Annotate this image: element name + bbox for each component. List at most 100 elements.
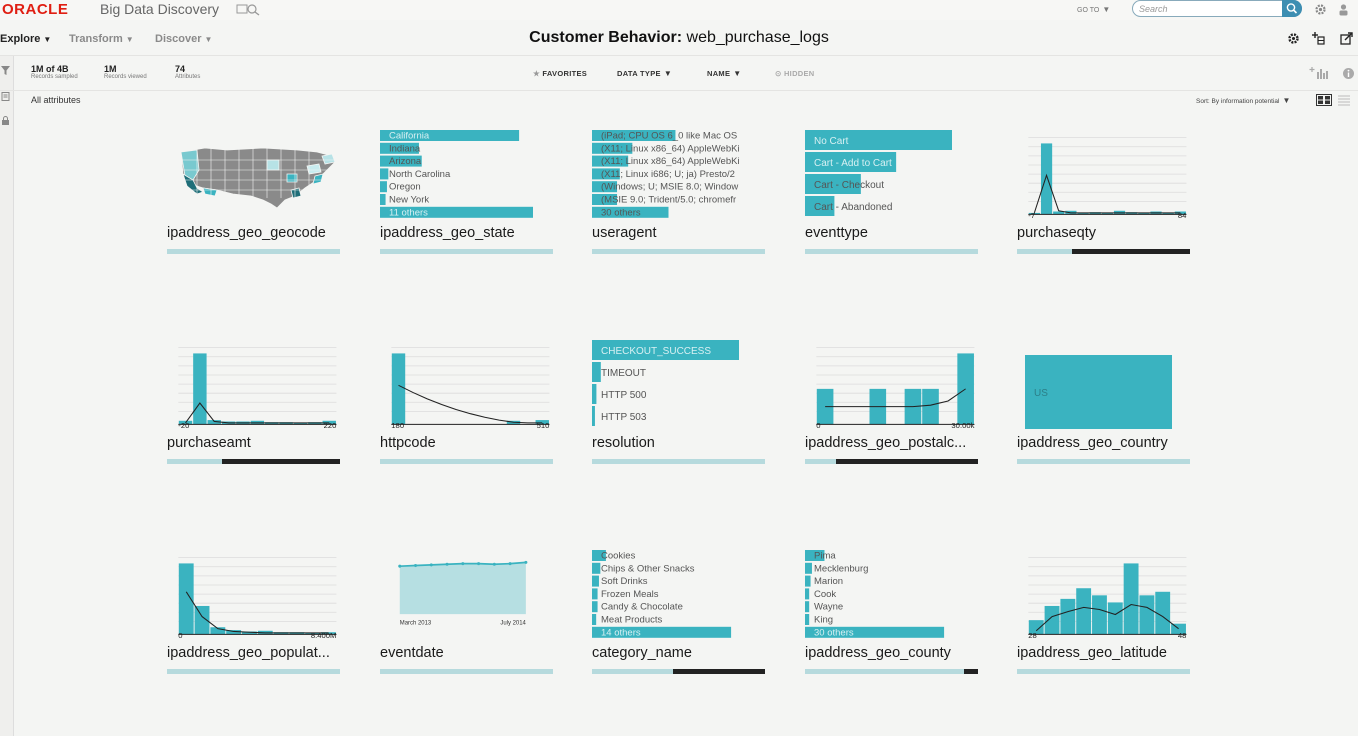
attribute-card[interactable]: Cookies Chips & Other Snacks Soft Drinks Fr… xyxy=(592,550,767,680)
list-view-icon[interactable] xyxy=(1337,94,1351,106)
add-data-icon[interactable] xyxy=(1312,32,1325,45)
attribute-name[interactable]: ipaddress_geo_postalc... xyxy=(805,435,967,451)
data-type-filter[interactable]: DATA TYPE ▼ xyxy=(617,69,672,78)
histogram-bar xyxy=(391,353,406,425)
info-icon[interactable] xyxy=(1342,67,1355,80)
attribute-card[interactable]: No Cart Cart - Add to Cart Cart - Checkout… xyxy=(805,130,980,260)
attribute-name[interactable]: resolution xyxy=(592,435,655,451)
attribute-name[interactable]: purchaseamt xyxy=(167,435,251,451)
attribute-chart: CHECKOUT_SUCCESS TIMEOUT HTTP 500 HTTP 503 xyxy=(592,340,739,426)
histogram-bar xyxy=(1107,602,1123,635)
search-input[interactable] xyxy=(1139,2,1279,15)
add-chart-icon[interactable] xyxy=(1309,66,1329,79)
attribute-name[interactable]: category_name xyxy=(592,645,692,661)
star-icon: ★ xyxy=(533,69,543,78)
category-bar xyxy=(592,384,597,404)
nav-explore[interactable]: Explore ▼ xyxy=(0,33,51,45)
stats-bar: 1M of 4B Records sampled 1M Records view… xyxy=(0,57,1358,91)
attribute-card[interactable]: 0 8.400M ipaddress_geo_populat... xyxy=(167,550,342,680)
attribute-card[interactable]: Pima Mecklenburg Marion Cook Wayne King 30 oth… xyxy=(805,550,980,680)
us-map xyxy=(180,147,336,209)
category-label: Mecklenburg xyxy=(814,563,868,574)
attribute-chart: -7 84 xyxy=(1028,137,1187,220)
goto-label: GO TO xyxy=(1077,7,1100,14)
attribute-card[interactable]: (iPad; CPU OS 6_0 like Mac OS (X11; Linux… xyxy=(592,130,767,260)
eye-icon: ⊙ xyxy=(775,69,784,78)
attribute-name[interactable]: ipaddress_geo_state xyxy=(380,225,515,241)
attribute-chart: 180 510 xyxy=(391,347,550,430)
lock-icon[interactable] xyxy=(1,116,10,125)
category-bar xyxy=(380,168,389,180)
attribute-name[interactable]: ipaddress_geo_county xyxy=(805,645,951,661)
attribute-card[interactable]: US ipaddress_geo_country xyxy=(1017,340,1192,470)
category-bar xyxy=(805,152,897,172)
attribute-card[interactable]: -7 84 purchaseqty xyxy=(1017,130,1192,260)
data-point xyxy=(508,562,512,566)
document-icon[interactable] xyxy=(1,92,10,101)
category-bar xyxy=(805,588,810,600)
stat-label: Attributes xyxy=(175,74,201,80)
product-name: Big Data Discovery xyxy=(100,1,220,17)
goto-menu[interactable]: GO TO ▼ xyxy=(1077,5,1110,14)
attribute-card[interactable]: -20 220 purchaseamt xyxy=(167,340,342,470)
nav-discover[interactable]: Discover ▼ xyxy=(155,33,212,45)
favorites-filter[interactable]: ★ FAVORITES xyxy=(533,69,587,78)
category-bar xyxy=(805,575,811,587)
attribute-name[interactable]: ipaddress_geo_latitude xyxy=(1017,645,1167,661)
attribute-card[interactable]: 28 48 ipaddress_geo_latitude xyxy=(1017,550,1192,680)
hidden-filter[interactable]: ⊙ HIDDEN xyxy=(775,69,815,78)
attribute-name[interactable]: ipaddress_geo_country xyxy=(1017,435,1168,451)
data-point xyxy=(445,562,449,566)
attribute-name[interactable]: eventdate xyxy=(380,645,444,661)
attribute-card[interactable]: 0 30.00k ipaddress_geo_postalc... xyxy=(805,340,980,470)
search-box[interactable] xyxy=(1132,0,1302,17)
category-bar xyxy=(592,550,606,561)
information-potential-fill xyxy=(1072,249,1190,254)
settings-icon[interactable] xyxy=(1287,32,1300,45)
name-filter[interactable]: NAME ▼ xyxy=(707,69,742,78)
density-curve xyxy=(825,388,966,408)
gear-icon[interactable] xyxy=(1314,3,1327,16)
attribute-chart: -20 220 xyxy=(178,347,337,430)
category-label: North Carolina xyxy=(389,169,451,180)
attribute-chart xyxy=(180,147,336,209)
attribute-card[interactable]: 180 510 httpcode xyxy=(380,340,555,470)
density-curve xyxy=(185,402,330,424)
category-label: California xyxy=(389,131,430,142)
sort-dropdown[interactable]: Sort: By information potential ▼ xyxy=(1196,96,1290,105)
attribute-card[interactable]: March 2013 July 2014 eventdate xyxy=(380,550,555,680)
attribute-name[interactable]: eventtype xyxy=(805,225,868,241)
attribute-name[interactable]: httpcode xyxy=(380,435,436,451)
attribute-card[interactable]: ipaddress_geo_geocode xyxy=(167,130,342,260)
data-point xyxy=(429,563,433,567)
histogram-bar xyxy=(1040,143,1053,215)
attribute-card[interactable]: California Indiana Arizona North Carolina Or… xyxy=(380,130,555,260)
user-icon[interactable] xyxy=(1337,3,1350,16)
histogram-bar xyxy=(193,353,207,425)
attribute-name[interactable]: useragent xyxy=(592,225,657,241)
category-label: Wayne xyxy=(814,602,843,613)
attribute-name[interactable]: ipaddress_geo_populat... xyxy=(167,645,330,661)
information-potential-bar xyxy=(592,249,765,254)
category-label: TIMEOUT xyxy=(601,368,646,379)
category-label: 11 others xyxy=(389,207,428,218)
category-bar xyxy=(592,181,618,193)
histogram-bar xyxy=(210,627,226,635)
attribute-card[interactable]: CHECKOUT_SUCCESS TIMEOUT HTTP 500 HTTP 503 r… xyxy=(592,340,767,470)
chevron-down-icon: ▼ xyxy=(1282,96,1291,105)
share-icon[interactable] xyxy=(1340,32,1353,45)
attribute-name[interactable]: ipaddress_geo_geocode xyxy=(167,225,326,241)
category-bar xyxy=(592,206,669,218)
grid-view-icon[interactable] xyxy=(1316,94,1332,106)
filter-icon[interactable] xyxy=(1,66,10,75)
axis-min-label: 180 xyxy=(391,421,404,430)
category-label: HTTP 503 xyxy=(601,412,647,423)
search-button[interactable] xyxy=(1282,0,1302,17)
attribute-name[interactable]: purchaseqty xyxy=(1017,225,1096,241)
nav-transform[interactable]: Transform ▼ xyxy=(69,33,134,45)
category-label: Indiana xyxy=(389,143,421,154)
catalog-search-icon[interactable] xyxy=(236,3,260,16)
histogram-bar xyxy=(194,605,210,635)
axis-max-label: 48 xyxy=(1178,631,1187,640)
category-bar xyxy=(592,142,633,154)
